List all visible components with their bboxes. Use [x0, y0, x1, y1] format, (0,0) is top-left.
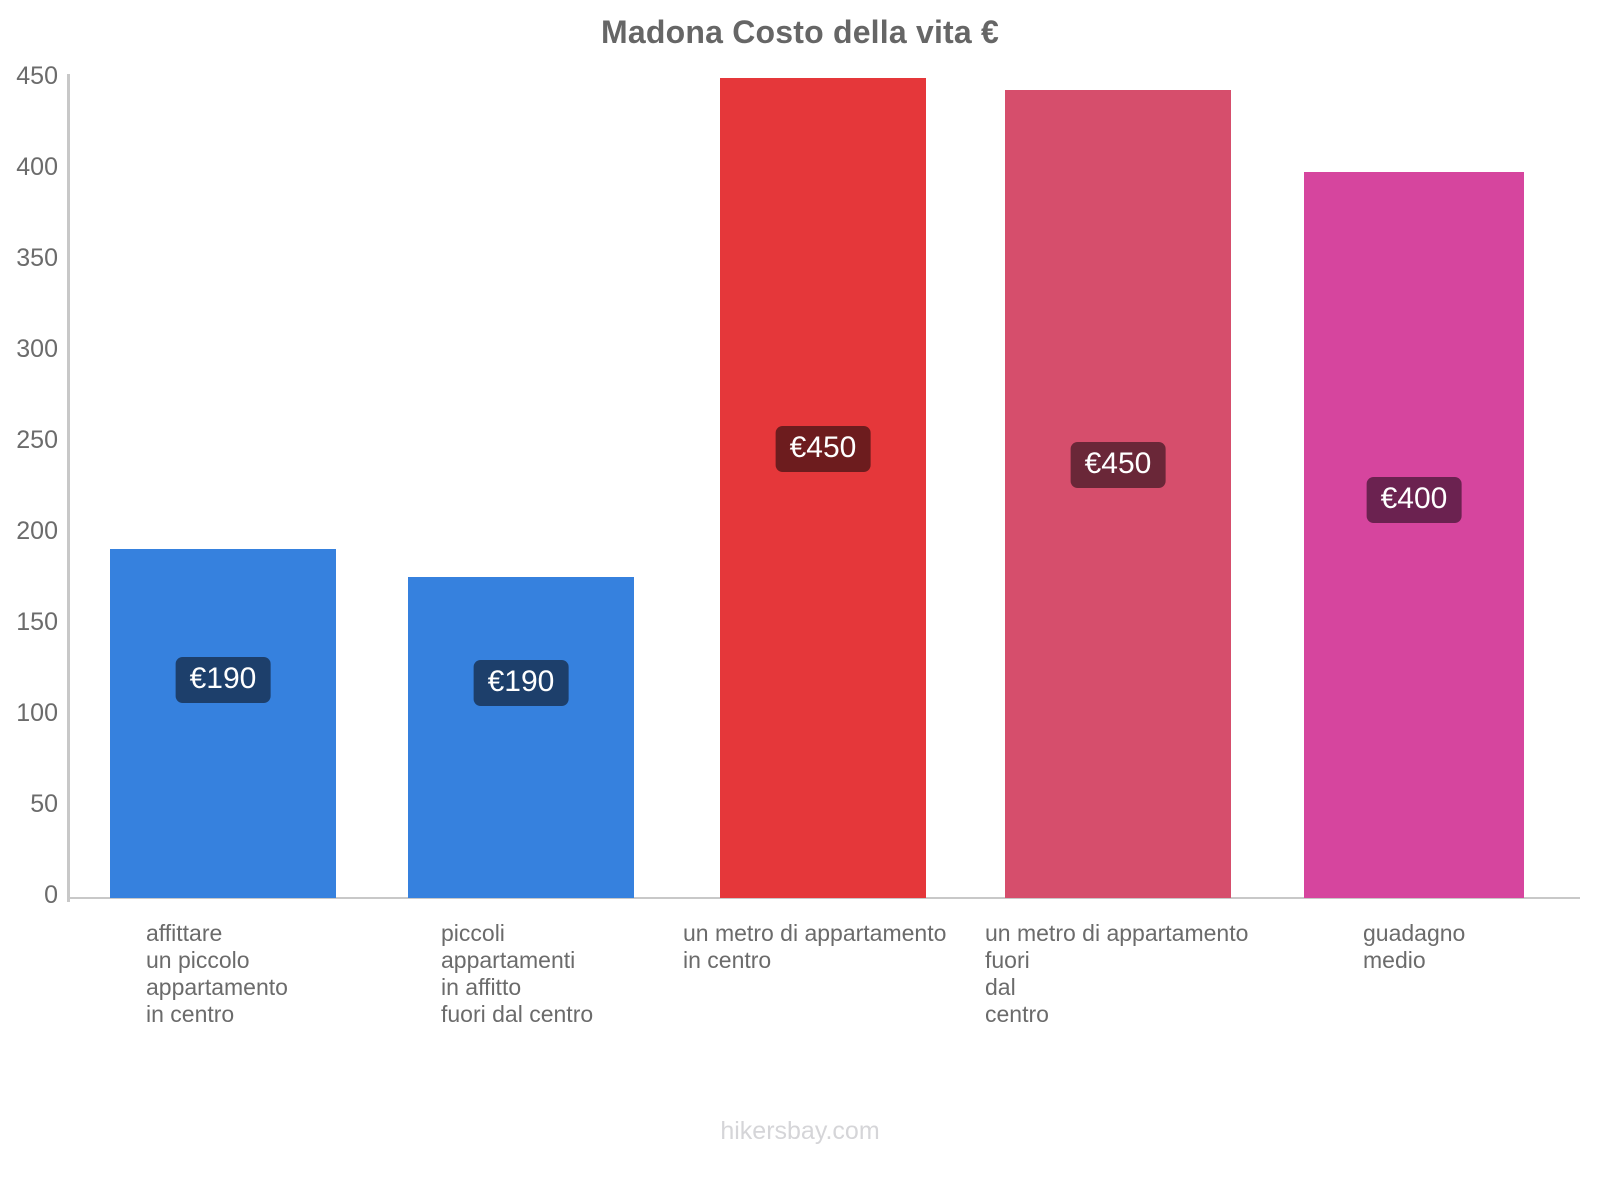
- bar-value-label: €450: [775, 426, 871, 472]
- bar-un-metro-di-appartamento-in-centro[interactable]: €450: [720, 78, 926, 898]
- x-category-label-1: piccoli appartamenti in affitto fuori da…: [441, 920, 593, 1028]
- plot-area: €190 €190 €450 €450 €400: [68, 78, 1580, 898]
- y-tick-200: 200: [16, 517, 58, 545]
- x-category-line: un piccolo: [146, 947, 250, 973]
- x-category-line: un metro di appartamento: [683, 920, 947, 946]
- y-tick-250: 250: [16, 426, 58, 454]
- x-category-label-3: un metro di appartamento fuori dal centr…: [985, 920, 1248, 1028]
- footer-watermark: hikersbay.com: [720, 1117, 880, 1145]
- x-category-line: appartamenti: [441, 947, 576, 973]
- x-axis-line: [67, 897, 1580, 899]
- x-category-line: appartamento: [146, 974, 288, 1000]
- bar-guadagno-medio[interactable]: €400: [1304, 172, 1524, 898]
- y-axis-line: [67, 74, 70, 902]
- x-category-label-4: guadagno medio: [1363, 920, 1465, 974]
- bar-un-metro-di-appartamento-fuori-dal-centro[interactable]: €450: [1005, 90, 1231, 898]
- y-tick-150: 150: [16, 608, 58, 636]
- x-category-line: un metro di appartamento: [985, 920, 1249, 946]
- x-category-line: medio: [1363, 947, 1426, 973]
- y-tick-50: 50: [30, 790, 58, 818]
- x-category-line: in centro: [683, 947, 772, 973]
- bar-value-label: €450: [1070, 442, 1166, 488]
- bar-affittare-un-piccolo-appartamento-in-centro[interactable]: €190: [110, 549, 336, 898]
- x-category-label-0: affittare un piccolo appartamento in cen…: [146, 920, 288, 1028]
- x-category-line: in centro: [146, 1001, 235, 1027]
- x-category-line: affittare: [146, 920, 223, 946]
- x-category-line: centro: [985, 1001, 1049, 1027]
- y-tick-100: 100: [16, 699, 58, 727]
- chart-title: Madona Costo della vita €: [601, 14, 999, 50]
- y-tick-350: 350: [16, 244, 58, 272]
- bar-piccoli-appartamenti-in-affitto-fuori-dal-centro[interactable]: €190: [408, 577, 634, 898]
- x-category-label-2: un metro di appartamento in centro: [683, 920, 946, 974]
- bar-value-label: €190: [175, 657, 271, 703]
- x-category-line: fuori: [985, 947, 1030, 973]
- y-tick-300: 300: [16, 335, 58, 363]
- y-tick-450: 450: [16, 62, 58, 90]
- x-category-line: dal: [985, 974, 1016, 1000]
- bar-value-label: €400: [1366, 477, 1462, 523]
- bar-value-label: €190: [473, 660, 569, 706]
- y-tick-0: 0: [44, 881, 58, 909]
- x-category-line: piccoli: [441, 920, 505, 946]
- x-category-line: in affitto: [441, 974, 522, 1000]
- y-tick-400: 400: [16, 153, 58, 181]
- x-category-line: guadagno: [1363, 920, 1466, 946]
- x-category-line: fuori dal centro: [441, 1001, 594, 1027]
